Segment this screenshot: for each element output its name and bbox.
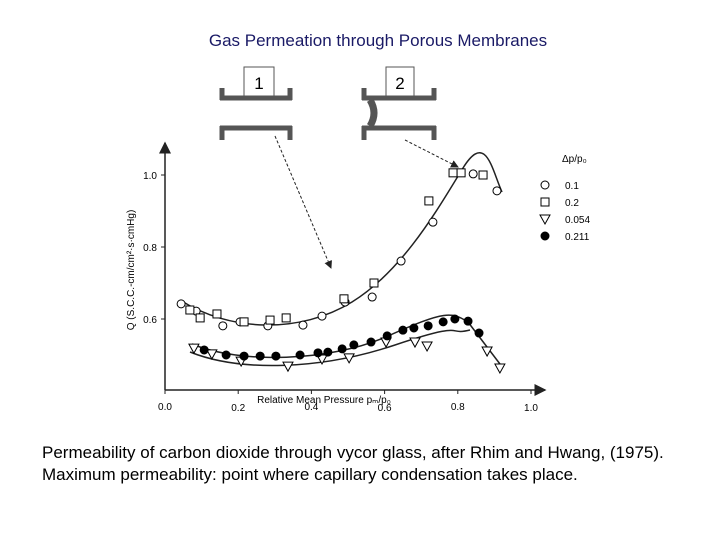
arrow bbox=[404, 139, 459, 168]
data-point bbox=[396, 256, 406, 266]
legend-label: 0.1 bbox=[565, 181, 579, 192]
data-point bbox=[176, 299, 186, 309]
y-axis-label: Q (S.C.C.-cm/cm²·s·cmHg) bbox=[126, 210, 137, 331]
arrow bbox=[274, 135, 332, 269]
data-point bbox=[239, 317, 249, 327]
data-point bbox=[281, 313, 291, 323]
data-point bbox=[188, 343, 200, 355]
x-axis-label: Relative Mean Pressure pₘ/p₀ bbox=[257, 395, 391, 406]
data-point bbox=[265, 315, 275, 325]
legend-marker bbox=[540, 180, 550, 190]
data-point bbox=[317, 311, 327, 321]
y-tick-label: 0.8 bbox=[143, 243, 157, 254]
data-point bbox=[323, 347, 333, 357]
data-point bbox=[271, 351, 281, 361]
data-point bbox=[421, 341, 433, 353]
data-point bbox=[349, 340, 359, 350]
data-point bbox=[409, 337, 421, 349]
data-point bbox=[298, 320, 308, 330]
legend-marker bbox=[540, 197, 550, 207]
data-point bbox=[195, 313, 205, 323]
pore-diagram bbox=[361, 88, 437, 140]
data-point bbox=[448, 168, 458, 178]
data-point bbox=[428, 217, 438, 227]
y-tick-label: 0.6 bbox=[143, 315, 157, 326]
pore-label: 2 bbox=[395, 74, 404, 93]
data-point bbox=[295, 350, 305, 360]
pore-label: 1 bbox=[254, 74, 263, 93]
data-point bbox=[313, 348, 323, 358]
data-point bbox=[239, 351, 249, 361]
fit-curve bbox=[179, 152, 504, 369]
data-point bbox=[343, 353, 355, 364]
x-tick-label: 0.2 bbox=[231, 403, 245, 414]
data-point bbox=[185, 305, 195, 315]
legend-label: 0.211 bbox=[565, 232, 590, 243]
x-tick-label: 0.8 bbox=[451, 402, 465, 413]
data-point bbox=[398, 325, 408, 335]
data-point bbox=[481, 346, 493, 358]
data-point bbox=[382, 331, 392, 341]
data-point bbox=[205, 349, 218, 360]
legend-label: 0.2 bbox=[565, 198, 579, 209]
data-point bbox=[218, 321, 228, 331]
data-point bbox=[463, 316, 473, 326]
slide-title: Gas Permeation through Porous Membranes bbox=[209, 31, 547, 50]
legend-title: Δp/p₀ bbox=[562, 154, 587, 165]
data-point bbox=[212, 309, 222, 319]
legend-label: 0.054 bbox=[565, 215, 590, 226]
caption: Maximum permeability: point where capill… bbox=[42, 465, 578, 484]
data-point bbox=[468, 169, 478, 179]
pore-label-box bbox=[385, 66, 415, 97]
data-point bbox=[450, 314, 460, 324]
y-tick-label: 1.0 bbox=[143, 171, 157, 182]
legend-marker bbox=[539, 214, 551, 226]
data-point bbox=[409, 323, 419, 333]
data-point bbox=[494, 363, 506, 374]
x-tick-label: 1.0 bbox=[524, 403, 538, 414]
pore-diagram bbox=[219, 88, 293, 140]
data-point bbox=[423, 321, 433, 331]
data-point bbox=[366, 337, 376, 347]
pore-label-box bbox=[243, 66, 275, 97]
x-tick-label: 0.6 bbox=[378, 403, 392, 414]
data-point bbox=[492, 186, 502, 196]
data-point bbox=[369, 278, 379, 288]
data-point bbox=[424, 196, 434, 206]
data-point bbox=[478, 170, 488, 180]
data-point bbox=[255, 351, 265, 361]
data-point bbox=[339, 294, 349, 304]
data-point bbox=[337, 344, 347, 354]
data-point bbox=[438, 317, 448, 327]
data-point bbox=[367, 292, 377, 302]
x-tick-label: 0.0 bbox=[158, 402, 172, 413]
data-point bbox=[456, 168, 466, 178]
caption: Permeability of carbon dioxide through v… bbox=[42, 443, 664, 462]
data-point bbox=[282, 361, 294, 373]
data-point bbox=[199, 345, 209, 355]
data-point bbox=[221, 350, 231, 360]
data-point bbox=[474, 328, 484, 338]
data-point bbox=[316, 354, 328, 365]
legend-marker bbox=[540, 231, 550, 241]
x-tick-label: 0.4 bbox=[304, 402, 318, 413]
